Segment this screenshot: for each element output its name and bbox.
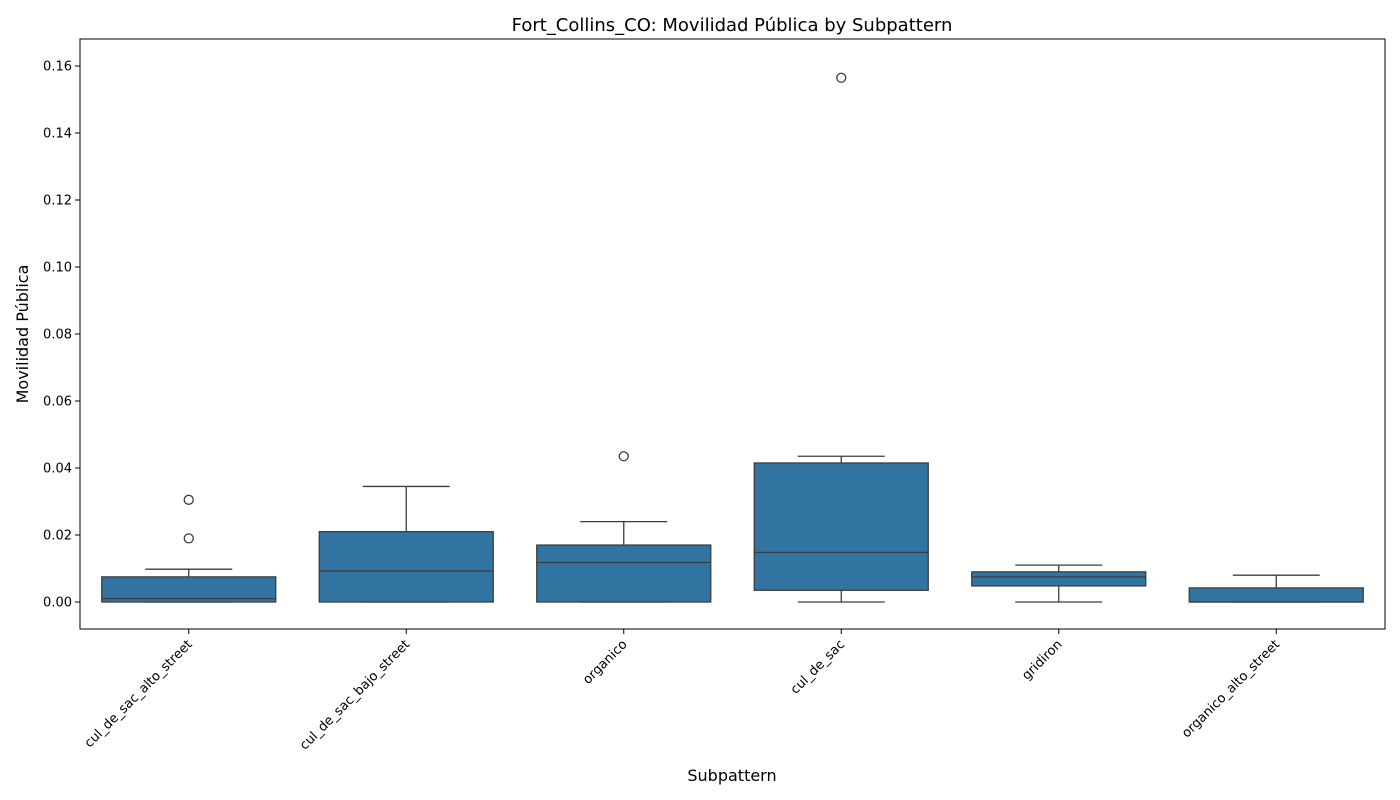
iqr-box (971, 571, 1147, 587)
y-axis: 0.00 0.02 0.04 0.06 0.08 0.10 0.12 0.14 0.16 (43, 60, 80, 611)
y-tick-label: 0.02 (43, 529, 72, 544)
iqr-box (101, 576, 277, 603)
y-tick-label: 0.14 (43, 127, 72, 142)
y-tick-label: 0.00 (43, 596, 72, 611)
iqr-box (536, 544, 712, 603)
y-tick-label: 0.04 (43, 462, 72, 477)
outlier-point (618, 451, 629, 462)
y-tick-label: 0.06 (43, 395, 72, 410)
box-group (536, 451, 712, 603)
x-axis-label: Subpattern (687, 766, 776, 785)
chart-title: Fort_Collins_CO: Movilidad Pública by Su… (512, 15, 953, 36)
y-tick-label: 0.10 (43, 261, 72, 276)
outlier-point (836, 72, 847, 83)
y-axis-label: Movilidad Pública (13, 265, 32, 404)
box-group (1188, 574, 1364, 603)
box-group (101, 494, 277, 603)
iqr-box (753, 462, 929, 591)
iqr-box (318, 531, 494, 603)
outlier-point (183, 494, 194, 505)
y-tick-label: 0.16 (43, 60, 72, 75)
outlier-point (183, 533, 194, 544)
box-group (753, 72, 929, 603)
plot-area (101, 72, 1364, 603)
box-group (318, 485, 494, 603)
y-tick-label: 0.08 (43, 328, 72, 343)
box-group (971, 564, 1147, 603)
y-tick-label: 0.12 (43, 194, 72, 209)
iqr-box (1188, 587, 1364, 603)
